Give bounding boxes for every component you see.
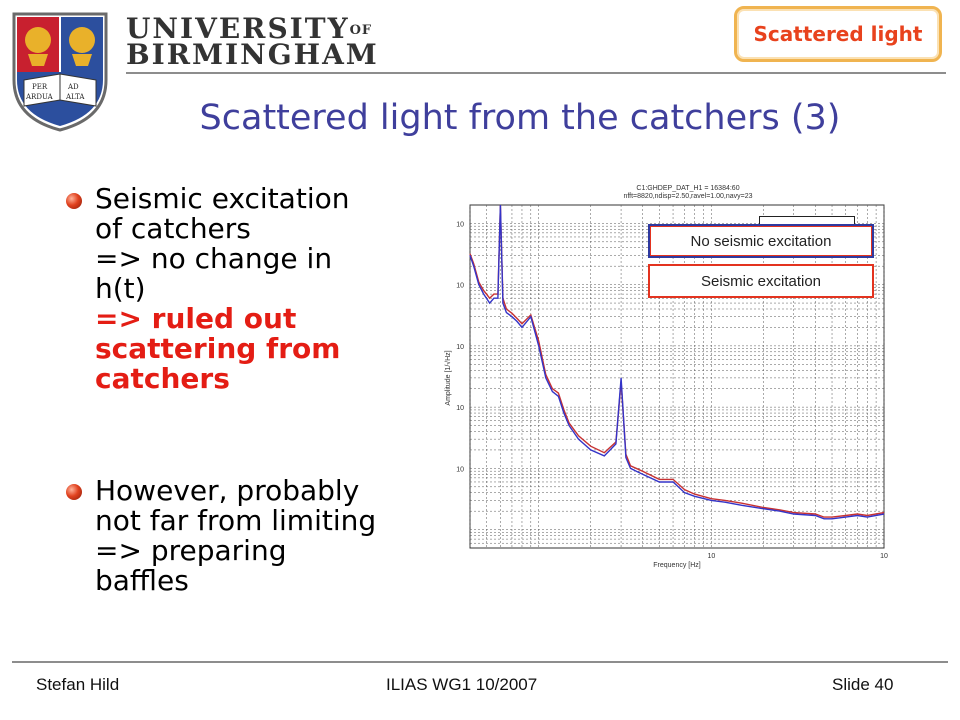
plot-frame <box>469 204 885 549</box>
legend-seismic: Seismic excitation <box>648 264 874 298</box>
university-crest-logo: PER ARDUA AD ALTA <box>12 12 108 132</box>
plot-grid <box>469 205 885 548</box>
bullet-line: baffles <box>95 564 189 597</box>
bullet-line: h(t) <box>95 272 146 305</box>
university-name-line1: UNIVERSITYOF <box>126 12 373 45</box>
footer-divider <box>12 661 948 663</box>
y-ticks: 10 10 10 10 10 <box>456 221 464 473</box>
x-axis-label: Frequency [Hz] <box>653 562 701 569</box>
bullet-line: of catchers <box>95 212 251 245</box>
svg-text:ARDUA: ARDUA <box>25 93 54 101</box>
university-name-line2: BIRMINGHAM <box>126 38 379 71</box>
y-tick-label: 10 <box>456 283 464 290</box>
bullet-line: Seismic excitation <box>95 182 350 215</box>
section-tag: Scattered light <box>734 6 942 62</box>
chart-header-line1: C1:GHDEP_DAT_H1 = 16384:60 <box>636 185 739 192</box>
university-of: OF <box>349 23 373 38</box>
bullet-line: => preparing <box>95 534 287 567</box>
header-divider <box>126 72 946 74</box>
footer-author: Stefan Hild <box>36 675 120 694</box>
svg-text:PER: PER <box>32 83 48 91</box>
slide-title: Scattered light from the catchers (3) <box>199 98 841 138</box>
y-tick-label: 10 <box>456 405 464 412</box>
y-tick-label: 10 <box>456 344 464 351</box>
x-tick-label: 10 <box>707 553 715 560</box>
svg-text:AD: AD <box>67 83 79 91</box>
bullet-emphasis: => ruled out <box>95 302 297 335</box>
y-tick-label: 10 <box>456 221 464 228</box>
bullet-line: => no change in <box>95 242 333 275</box>
x-ticks: 10 10 <box>707 553 888 560</box>
chart-header-line2: nfft=8820,ndisp=2.50,ravel=1.00,navy=23 <box>623 193 752 200</box>
svg-text:ALTA: ALTA <box>65 93 85 101</box>
bullet-icon <box>66 193 82 209</box>
legend-no-seismic: No seismic excitation <box>648 224 874 258</box>
bullet-1: Seismic excitation of catchers => no cha… <box>95 184 435 394</box>
series-group <box>469 204 885 520</box>
bullet-2: However, probably not far from limiting … <box>95 476 425 596</box>
bullet-line: not far from limiting <box>95 504 377 537</box>
bullet-icon <box>66 484 82 500</box>
series-line-no-seismic <box>469 204 885 520</box>
bullet-emphasis: scattering from <box>95 332 341 365</box>
bullet-emphasis: catchers <box>95 362 230 395</box>
footer-event: ILIAS WG1 10/2007 <box>386 675 538 694</box>
footer-slide-number: Slide 40 <box>832 675 894 694</box>
spectrum-chart: C1:GHDEP_DAT_H1 = 16384:60 nfft=8820,ndi… <box>444 185 888 569</box>
bullet-line: However, probably <box>95 474 360 507</box>
x-tick-label: 10 <box>880 553 888 560</box>
y-tick-label: 10 <box>456 466 464 473</box>
y-axis-label: Amplitude [1/√Hz] <box>444 350 452 405</box>
